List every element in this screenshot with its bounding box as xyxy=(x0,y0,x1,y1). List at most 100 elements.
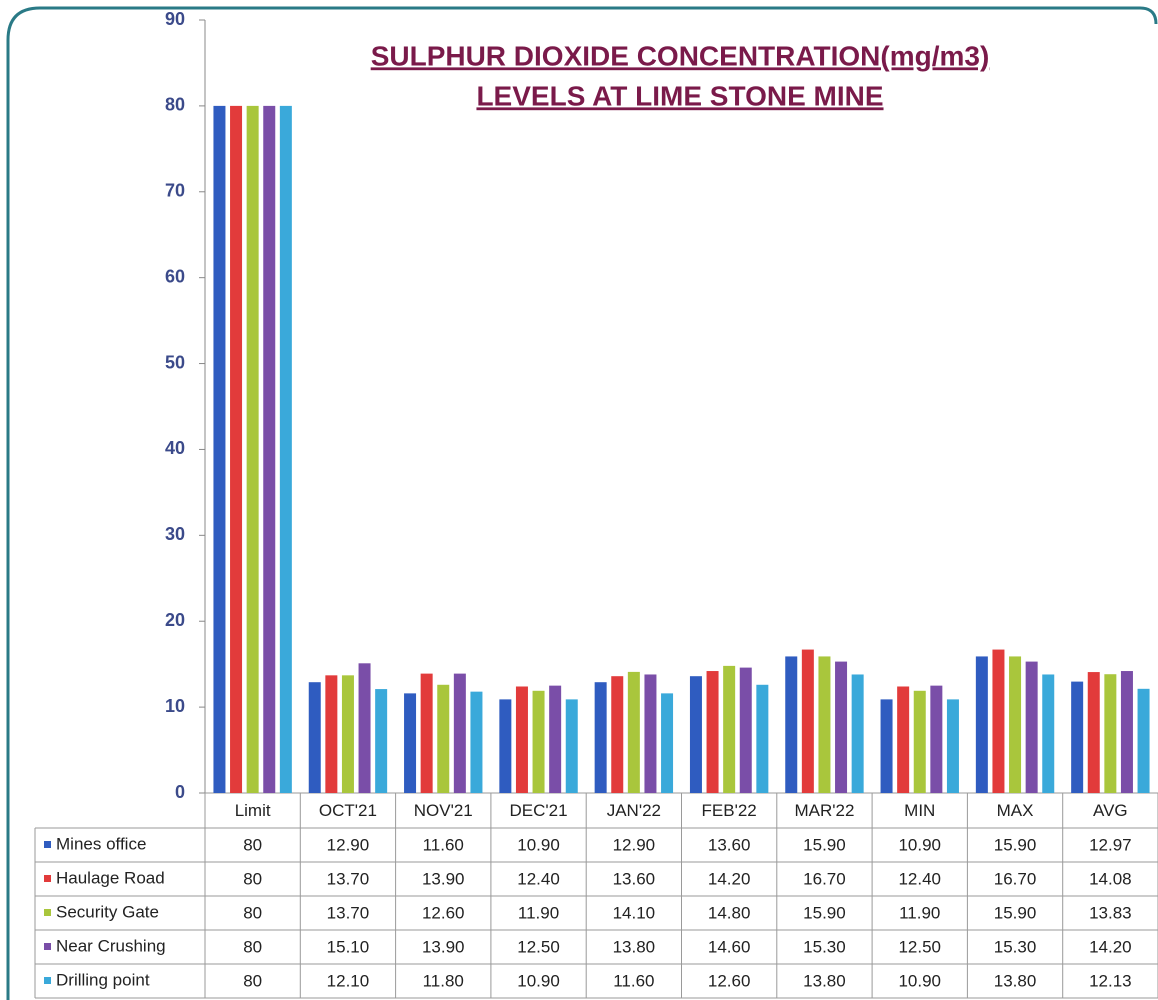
bar xyxy=(661,693,674,793)
table-value: 13.80 xyxy=(803,971,846,990)
bar xyxy=(437,684,450,793)
bar xyxy=(1120,671,1133,793)
bar xyxy=(689,676,702,793)
table-value: 80 xyxy=(243,937,262,956)
y-tick-label: 60 xyxy=(165,266,185,286)
table-value: 11.60 xyxy=(613,971,654,990)
bar xyxy=(358,663,371,793)
legend-swatch xyxy=(44,977,51,984)
bar xyxy=(1071,681,1084,793)
bar xyxy=(930,685,943,793)
table-value: 13.83 xyxy=(1089,903,1132,922)
x-tick-label: MAR'22 xyxy=(794,801,854,820)
legend-label: Drilling point xyxy=(56,970,150,989)
legend-swatch xyxy=(44,943,51,950)
table-value: 12.60 xyxy=(422,903,465,922)
bar xyxy=(549,685,562,793)
bar xyxy=(532,690,545,793)
bar xyxy=(801,649,814,793)
legend-swatch xyxy=(44,841,51,848)
bar xyxy=(375,689,388,793)
table-value: 16.70 xyxy=(803,869,846,888)
x-tick-label: MAX xyxy=(997,801,1034,820)
frame xyxy=(6,6,1158,1000)
y-tick-label: 40 xyxy=(165,438,185,458)
table-value: 12.13 xyxy=(1089,971,1132,990)
y-tick-label: 90 xyxy=(165,9,185,29)
table-value: 15.30 xyxy=(994,937,1037,956)
bar xyxy=(851,674,864,793)
bar xyxy=(515,686,528,793)
bar xyxy=(913,690,926,793)
table-value: 11.90 xyxy=(518,903,559,922)
legend-label: Haulage Road xyxy=(56,868,165,887)
x-tick-label: NOV'21 xyxy=(414,801,473,820)
x-tick-label: JAN'22 xyxy=(607,801,661,820)
table-value: 15.90 xyxy=(803,903,846,922)
bar xyxy=(706,671,719,793)
table-value: 12.40 xyxy=(517,869,560,888)
legend-swatch xyxy=(44,909,51,916)
bar xyxy=(404,693,417,793)
legend-label: Security Gate xyxy=(56,902,159,921)
bar xyxy=(880,699,893,793)
bar xyxy=(611,676,624,793)
table-value: 13.60 xyxy=(708,835,751,854)
table-value: 15.90 xyxy=(994,835,1037,854)
x-tick-label: FEB'22 xyxy=(702,801,757,820)
bar xyxy=(992,649,1005,793)
bar xyxy=(325,675,338,793)
x-tick-label: AVG xyxy=(1093,801,1128,820)
chart-title: LEVELS AT LIME STONE MINE xyxy=(476,80,883,111)
bar xyxy=(756,684,769,793)
bar xyxy=(1025,661,1038,793)
x-tick-label: Limit xyxy=(235,801,271,820)
bar xyxy=(263,105,276,793)
bar xyxy=(341,675,354,793)
table-value: 16.70 xyxy=(994,869,1037,888)
legend-label: Near Crushing xyxy=(56,936,166,955)
y-tick-label: 0 xyxy=(175,782,185,802)
table-value: 80 xyxy=(243,835,262,854)
table-value: 13.90 xyxy=(422,937,465,956)
y-tick-label: 80 xyxy=(165,95,185,115)
table-value: 15.90 xyxy=(803,835,846,854)
table-value: 13.70 xyxy=(327,903,370,922)
bar xyxy=(818,656,831,793)
table-value: 12.90 xyxy=(327,835,370,854)
legend-label: Mines office xyxy=(56,834,146,853)
bar xyxy=(565,699,578,793)
bar xyxy=(946,699,959,793)
table-value: 10.90 xyxy=(517,835,560,854)
table-value: 12.10 xyxy=(327,971,370,990)
y-tick-label: 20 xyxy=(165,610,185,630)
table-value: 10.90 xyxy=(898,971,941,990)
bar xyxy=(723,665,736,793)
table-value: 14.20 xyxy=(708,869,751,888)
table-value: 12.40 xyxy=(898,869,941,888)
y-tick-label: 50 xyxy=(165,352,185,372)
table-value: 15.90 xyxy=(994,903,1037,922)
bar xyxy=(1087,672,1100,793)
table-value: 12.50 xyxy=(517,937,560,956)
table-value: 11.80 xyxy=(423,971,464,990)
chart-title: SULPHUR DIOXIDE CONCENTRATION(mg/m3) xyxy=(371,40,990,71)
bar xyxy=(739,667,752,793)
table-value: 80 xyxy=(243,971,262,990)
table-value: 10.90 xyxy=(898,835,941,854)
bar xyxy=(897,686,910,793)
table-value: 80 xyxy=(243,869,262,888)
x-tick-label: MIN xyxy=(904,801,935,820)
bar xyxy=(499,699,512,793)
bar xyxy=(785,656,798,793)
table-value: 15.10 xyxy=(327,937,370,956)
table-value: 12.97 xyxy=(1089,835,1132,854)
table-value: 80 xyxy=(243,903,262,922)
legend-swatch xyxy=(44,875,51,882)
bar xyxy=(627,671,640,793)
table-value: 10.90 xyxy=(517,971,560,990)
table-value: 13.60 xyxy=(613,869,656,888)
y-tick-label: 70 xyxy=(165,181,185,201)
table-value: 13.70 xyxy=(327,869,370,888)
